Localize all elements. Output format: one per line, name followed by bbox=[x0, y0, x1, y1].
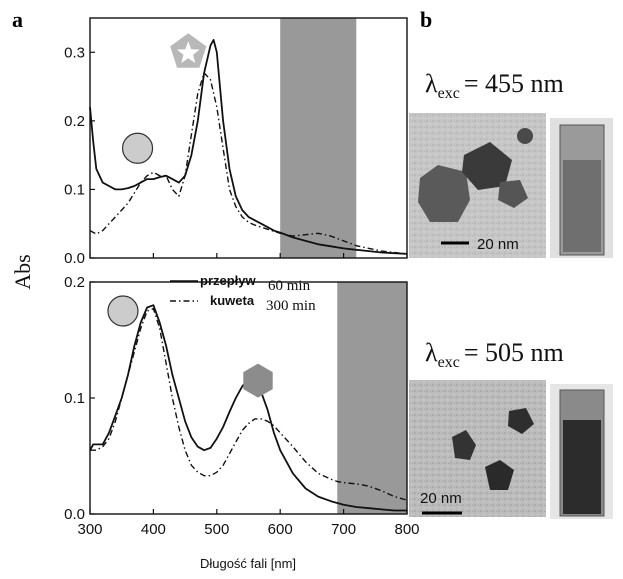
y-axis-label: Abs bbox=[10, 254, 35, 289]
absorbance-plot-bottom: 0.0 0.1 0.2 300 400 500 600 700 800 bbox=[64, 274, 419, 538]
circle-marker bbox=[107, 295, 139, 327]
lambda-subscript-bottom: exc bbox=[438, 354, 460, 371]
nanoparticle-pentagon-large bbox=[418, 165, 470, 222]
y-tick-label: 0.3 bbox=[64, 44, 85, 61]
nanoparticle-pentagon-dark bbox=[462, 142, 512, 190]
nanoparticle-small bbox=[498, 180, 528, 208]
x-tick-label: 700 bbox=[331, 521, 356, 538]
tem-image-bottom-texture bbox=[409, 380, 546, 517]
scale-bar-label-top: 20 nm bbox=[477, 236, 519, 253]
y-tick-label: 0.1 bbox=[64, 181, 85, 198]
x-tick-label: 800 bbox=[394, 521, 419, 538]
legend: przepływ 60 min kuweta 300 min bbox=[170, 273, 316, 314]
x-tick-label: 600 bbox=[268, 521, 293, 538]
y-tick-label: 0.1 bbox=[64, 390, 85, 407]
legend-solid-label: przepływ bbox=[200, 273, 257, 288]
excitation-label-bottom: λexc = 505 nm bbox=[425, 338, 564, 371]
legend-dashdot-time: 300 min bbox=[266, 298, 316, 314]
x-axis-label: Długość fali [nm] bbox=[200, 556, 296, 571]
nanoparticle-triangle-3 bbox=[485, 460, 514, 490]
absorbance-plot-top: 0.0 0.1 0.2 0.3 bbox=[64, 17, 408, 267]
series-line-dashdot bbox=[89, 72, 408, 255]
tem-panel-top: λexc = 455 nm 20 nm bbox=[409, 69, 613, 258]
excitation-band-top bbox=[280, 18, 357, 258]
y-ticks-bottom: 0.0 0.1 0.2 bbox=[64, 274, 95, 523]
circle-marker bbox=[121, 132, 154, 164]
star-marker bbox=[176, 41, 200, 63]
plot-frame-bottom bbox=[89, 281, 408, 515]
y-tick-label: 0.2 bbox=[64, 274, 85, 291]
vial-liquid-top bbox=[563, 160, 601, 252]
series-line-dashdot bbox=[90, 308, 408, 501]
x-tick-label: 400 bbox=[141, 521, 166, 538]
x-ticks-bottom: 300 400 500 600 700 800 bbox=[77, 509, 420, 538]
lambda-value-top: = 455 nm bbox=[464, 69, 564, 98]
shape-markers-top bbox=[121, 33, 207, 164]
series-bottom bbox=[89, 304, 408, 512]
x-tick-label: 300 bbox=[77, 521, 102, 538]
panel-label-a: a bbox=[12, 7, 23, 32]
nanoparticle-triangle-2 bbox=[508, 408, 534, 434]
series-line-solid bbox=[89, 39, 408, 255]
nanoparticle-triangle-1 bbox=[452, 430, 476, 460]
vial-liquid-bottom bbox=[563, 420, 601, 514]
lambda-symbol-bottom: λ bbox=[425, 338, 438, 367]
lambda-symbol-top: λ bbox=[425, 69, 438, 98]
hexagon-marker bbox=[243, 363, 273, 398]
y-tick-label: 0.0 bbox=[64, 506, 85, 523]
series-top bbox=[89, 39, 408, 255]
excitation-band-bottom bbox=[337, 282, 407, 514]
scale-bar-label-bottom: 20 nm bbox=[420, 490, 462, 507]
panel-label-b: b bbox=[420, 7, 432, 32]
plot-frame-top bbox=[89, 17, 408, 259]
shape-markers-bottom bbox=[107, 295, 273, 398]
nanoparticle-round bbox=[517, 128, 533, 144]
legend-dashdot-label: kuweta bbox=[210, 293, 255, 308]
x-tick-label: 500 bbox=[204, 521, 229, 538]
y-tick-label: 0.0 bbox=[64, 250, 85, 267]
lambda-subscript-top: exc bbox=[438, 85, 460, 102]
lambda-value-bottom: = 505 nm bbox=[464, 338, 564, 367]
y-tick-label: 0.2 bbox=[64, 113, 85, 130]
excitation-label-top: λexc = 455 nm bbox=[425, 69, 564, 102]
legend-solid-time: 60 min bbox=[268, 278, 311, 294]
tem-panel-bottom: λexc = 505 nm 20 nm bbox=[409, 338, 613, 519]
